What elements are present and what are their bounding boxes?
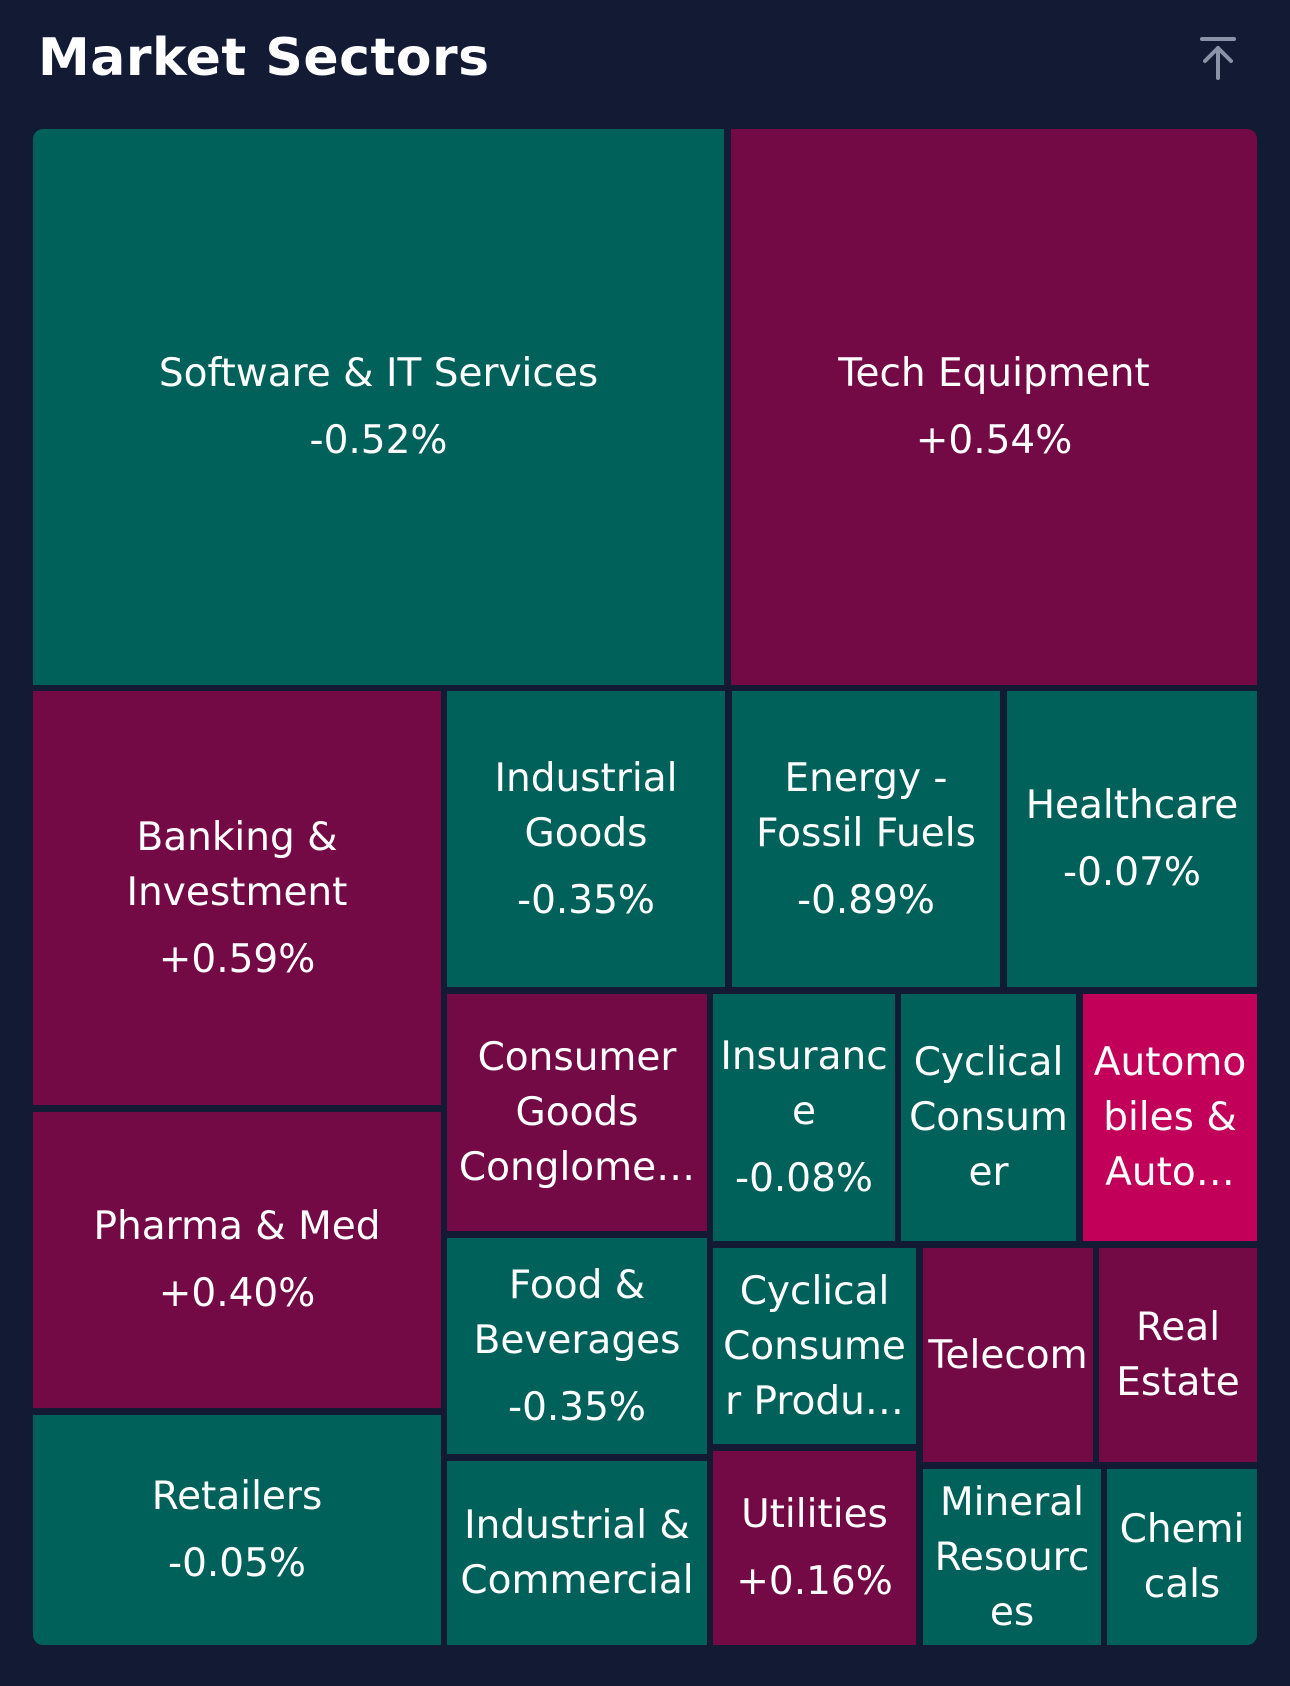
sector-tile-food[interactable]: Food & Beverages -0.35% <box>447 1238 707 1454</box>
sector-name: Food & Beverages <box>473 1262 681 1363</box>
sector-change: -0.89% <box>797 877 935 923</box>
sector-name: Industrial Goods <box>494 755 678 856</box>
sector-name: Healthcare <box>1025 783 1239 828</box>
sector-name: Software & IT Services <box>158 351 599 396</box>
sector-tile-chemicals[interactable]: Chemi cals <box>1107 1469 1257 1645</box>
sector-change: +0.54% <box>915 418 1073 463</box>
sector-name: Telecom <box>928 1332 1088 1378</box>
sector-change: +0.16% <box>736 1559 893 1604</box>
sector-tile-pharma[interactable]: Pharma & Med +0.40% <box>33 1112 441 1408</box>
sector-name: Banking & Investment <box>126 814 348 915</box>
sector-name: Real Estate <box>1116 1305 1240 1405</box>
sector-name: Insuranc e <box>720 1034 888 1134</box>
sector-name: Pharma & Med <box>93 1204 381 1249</box>
sector-tile-software[interactable]: Software & IT Services -0.52% <box>33 129 724 685</box>
sector-tile-energy[interactable]: Energy - Fossil Fuels -0.89% <box>732 691 1000 987</box>
page-title: Market Sectors <box>38 28 490 88</box>
sector-change: +0.59% <box>158 936 316 982</box>
sector-change: -0.07% <box>1063 850 1201 895</box>
sector-treemap: Software & IT Services -0.52% Tech Equip… <box>33 129 1257 1645</box>
sector-name: Cyclical Consum er <box>909 1040 1068 1195</box>
sector-change: +0.40% <box>158 1271 316 1316</box>
sector-name: Mineral Resourc es <box>934 1479 1090 1635</box>
sector-name: Tech Equipment <box>838 351 1150 396</box>
sector-tile-telecom[interactable]: Telecom <box>923 1248 1093 1462</box>
sector-name: Automo biles & Auto… <box>1093 1040 1247 1195</box>
sector-tile-cyclical-products[interactable]: Cyclical Consume r Produ… <box>713 1248 916 1444</box>
sector-tile-consumer-goods[interactable]: Consumer Goods Conglome… <box>447 994 707 1231</box>
arrow-up-to-top-icon <box>1200 37 1236 80</box>
sector-name: Industrial & Commercial <box>460 1503 694 1603</box>
sector-change: -0.52% <box>309 418 448 463</box>
sector-name: Chemi cals <box>1119 1507 1245 1607</box>
sector-tile-automobiles[interactable]: Automo biles & Auto… <box>1083 994 1257 1241</box>
sector-change: -0.05% <box>168 1541 306 1586</box>
sector-tile-banking[interactable]: Banking & Investment +0.59% <box>33 691 441 1105</box>
sector-tile-utilities[interactable]: Utilities +0.16% <box>713 1451 916 1645</box>
sector-tile-tech-equipment[interactable]: Tech Equipment +0.54% <box>731 129 1257 685</box>
sector-tile-industrial-goods[interactable]: Industrial Goods -0.35% <box>447 691 725 987</box>
sector-name: Retailers <box>151 1474 323 1519</box>
sector-change: -0.35% <box>517 877 655 923</box>
sector-change: -0.08% <box>735 1156 873 1201</box>
sector-tile-industrial-commercial[interactable]: Industrial & Commercial <box>447 1461 707 1645</box>
sector-tile-retailers[interactable]: Retailers -0.05% <box>33 1415 441 1645</box>
sector-name: Energy - Fossil Fuels <box>756 755 976 856</box>
sector-name: Utilities <box>741 1492 888 1537</box>
sector-change: -0.35% <box>508 1384 646 1430</box>
sector-tile-healthcare[interactable]: Healthcare -0.07% <box>1007 691 1257 987</box>
sector-name: Cyclical Consume r Produ… <box>723 1268 906 1424</box>
header: Market Sectors <box>0 0 1290 125</box>
sector-tile-insurance[interactable]: Insuranc e -0.08% <box>713 994 895 1241</box>
sector-tile-mineral[interactable]: Mineral Resourc es <box>923 1469 1101 1645</box>
sector-tile-real-estate[interactable]: Real Estate <box>1099 1248 1257 1462</box>
scroll-to-top-button[interactable] <box>1192 30 1244 86</box>
sector-tile-cyclical-consumer[interactable]: Cyclical Consum er <box>901 994 1076 1241</box>
sector-name: Consumer Goods Conglome… <box>458 1035 696 1190</box>
